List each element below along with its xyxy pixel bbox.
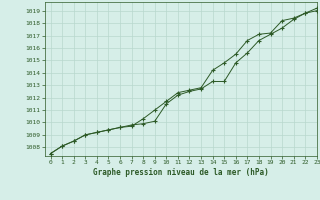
X-axis label: Graphe pression niveau de la mer (hPa): Graphe pression niveau de la mer (hPa) bbox=[93, 168, 269, 177]
